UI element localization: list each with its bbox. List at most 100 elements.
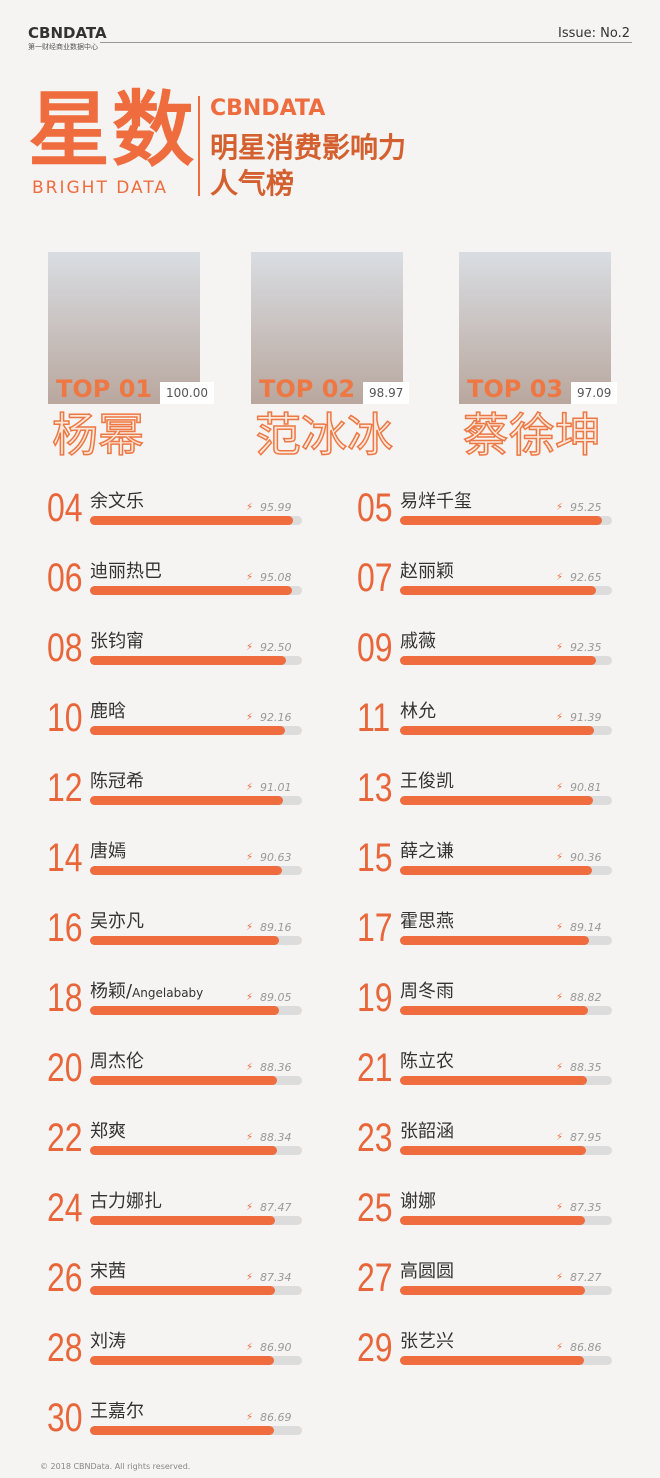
top-rank: TOP 01 <box>56 375 153 403</box>
star-name: 谢娜 <box>400 1191 436 1212</box>
star-name: 古力娜扎 <box>90 1191 162 1212</box>
photo <box>251 252 403 404</box>
top-name: 蔡徐坤 <box>462 408 602 462</box>
bolt-icon: ⚡ <box>246 1272 254 1283</box>
bolt-icon: ⚡ <box>246 572 254 583</box>
rank-number: 04 <box>47 486 83 530</box>
bolt-icon: ⚡ <box>556 1342 564 1353</box>
star-name: 王嘉尔 <box>90 1401 144 1422</box>
rank-number: 29 <box>357 1326 393 1370</box>
bar <box>400 796 593 805</box>
bar <box>400 1216 586 1225</box>
rank-number: 11 <box>357 696 391 740</box>
star-name: 林允 <box>400 701 436 722</box>
score: 89.16 <box>260 921 292 934</box>
star-name: 赵丽颖 <box>400 561 454 582</box>
rank-number: 16 <box>47 906 83 950</box>
score: 87.27 <box>570 1271 602 1284</box>
star-name: 吴亦凡 <box>90 911 144 932</box>
bar <box>90 866 283 875</box>
bar <box>400 1146 587 1155</box>
bolt-icon: ⚡ <box>556 572 564 583</box>
rank-number: 06 <box>47 556 83 600</box>
star-name: 戚薇 <box>400 631 436 652</box>
logo: CBNDATA <box>210 96 326 121</box>
bar <box>90 1426 274 1435</box>
star-name: 郑爽 <box>90 1121 126 1142</box>
rank-number: 15 <box>357 836 393 880</box>
star-name: 余文乐 <box>90 491 144 512</box>
score: 92.50 <box>260 641 292 654</box>
score: 87.34 <box>260 1271 292 1284</box>
bar <box>90 1076 278 1085</box>
score: 86.86 <box>570 1341 602 1354</box>
star-name: 宋茜 <box>90 1261 126 1282</box>
star-name: 张钧甯 <box>90 631 144 652</box>
top-name: 范冰冰 <box>254 408 394 462</box>
bar <box>90 1216 276 1225</box>
bar <box>90 516 294 525</box>
rank-number: 17 <box>357 906 393 950</box>
star-name: 周冬雨 <box>400 981 454 1002</box>
bolt-icon: ⚡ <box>246 922 254 933</box>
rank-number: 28 <box>47 1326 83 1370</box>
top-score: 100.00 <box>160 382 214 404</box>
score: 87.95 <box>570 1131 602 1144</box>
star-name: 霍思燕 <box>400 911 454 932</box>
bolt-icon: ⚡ <box>246 1202 254 1213</box>
bar <box>400 516 602 525</box>
rank-number: 09 <box>357 626 393 670</box>
star-name: 刘涛 <box>90 1331 126 1352</box>
bar <box>400 726 594 735</box>
bolt-icon: ⚡ <box>246 642 254 653</box>
star-name: 唐嫣 <box>90 841 126 862</box>
rank-number: 21 <box>357 1046 393 1090</box>
star-name: 周杰伦 <box>90 1051 144 1072</box>
rank-number: 18 <box>47 976 83 1020</box>
score: 87.47 <box>260 1201 292 1214</box>
bar <box>90 726 286 735</box>
top-score: 98.97 <box>363 382 410 404</box>
bolt-icon: ⚡ <box>246 852 254 863</box>
score: 95.25 <box>570 501 602 514</box>
bolt-icon: ⚡ <box>246 782 254 793</box>
bar <box>400 866 592 875</box>
top-score: 97.09 <box>571 382 618 404</box>
bar <box>400 656 596 665</box>
top-name: 杨幂 <box>51 408 145 462</box>
star-name: 薛之谦 <box>400 841 454 862</box>
score: 95.99 <box>260 501 292 514</box>
score: 86.90 <box>260 1341 292 1354</box>
top-rank: TOP 03 <box>467 375 564 403</box>
bar <box>400 1006 589 1015</box>
rank-number: 30 <box>47 1396 83 1440</box>
rank-number: 27 <box>357 1256 393 1300</box>
score: 90.63 <box>260 851 292 864</box>
score: 86.69 <box>260 1411 292 1424</box>
rank-number: 23 <box>357 1116 393 1160</box>
bar <box>90 1286 276 1295</box>
rank-number: 10 <box>47 696 83 740</box>
bar <box>400 936 589 945</box>
bolt-icon: ⚡ <box>246 502 254 513</box>
bar <box>90 1146 278 1155</box>
score: 92.35 <box>570 641 602 654</box>
rank-number: 25 <box>357 1186 393 1230</box>
bar <box>90 796 283 805</box>
bolt-icon: ⚡ <box>246 1342 254 1353</box>
photo <box>459 252 611 404</box>
photo <box>48 252 200 404</box>
score: 88.36 <box>260 1061 292 1074</box>
rank-number: 26 <box>47 1256 83 1300</box>
star-name: 鹿晗 <box>90 701 126 722</box>
rank-number: 24 <box>47 1186 83 1230</box>
rank-number: 07 <box>357 556 393 600</box>
score: 91.39 <box>570 711 602 724</box>
score: 88.35 <box>570 1061 602 1074</box>
footer: © 2018 CBNData. All rights reserved. <box>40 1462 191 1471</box>
bolt-icon: ⚡ <box>246 1412 254 1423</box>
bolt-icon: ⚡ <box>556 922 564 933</box>
bolt-icon: ⚡ <box>246 712 254 723</box>
bar <box>90 1356 275 1365</box>
bolt-icon: ⚡ <box>556 1132 564 1143</box>
